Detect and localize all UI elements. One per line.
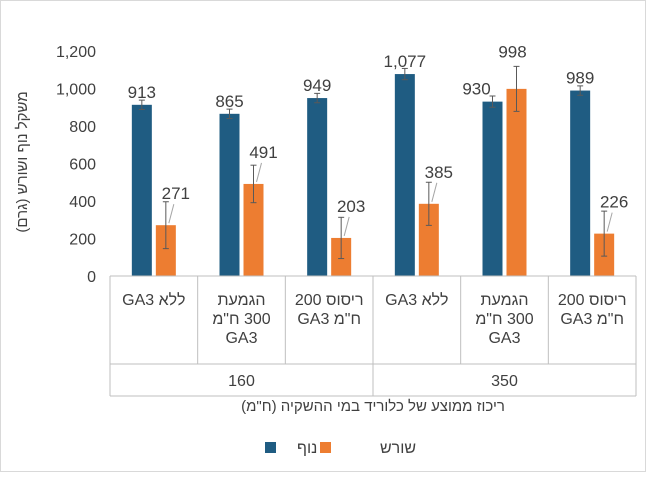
bar-root	[418, 203, 439, 276]
data-label: 930	[462, 80, 490, 99]
data-label: 271	[162, 184, 190, 203]
label-leader-line	[256, 162, 262, 183]
y-tick-label: 0	[87, 269, 96, 286]
bar-shoot	[307, 98, 328, 276]
bar-shoot	[570, 90, 591, 276]
bar-root	[506, 88, 527, 276]
data-label: 998	[498, 42, 526, 61]
legend-label: שורש	[380, 440, 416, 457]
legend-label: נוף	[297, 440, 317, 457]
bar-root	[155, 225, 176, 276]
bar-shoot	[394, 74, 415, 276]
x-group-label: 160	[228, 373, 255, 390]
x-category-label: 300 ח"מ	[475, 311, 533, 328]
x-category-label: GA3	[225, 330, 257, 347]
x-category-label: ריסוס 200	[295, 292, 364, 309]
label-leader-line	[343, 216, 350, 237]
y-tick-label: 400	[69, 194, 96, 211]
data-label: 385	[425, 163, 453, 182]
y-tick-label: 200	[69, 232, 96, 249]
bar-shoot	[482, 101, 503, 276]
x-category-label: הגמעת	[480, 292, 528, 309]
bar-shoot	[219, 113, 240, 276]
label-leader-line	[606, 212, 613, 232]
x-category-label: ללא GA3	[385, 291, 448, 309]
y-axis-title: משקל נוף ושורש (גרם)	[14, 91, 31, 232]
y-tick-label: 1,200	[56, 44, 96, 61]
x-category-label: GA3	[488, 330, 520, 347]
y-tick-label: 800	[69, 119, 96, 136]
x-category-label: ריסוס 200	[558, 292, 627, 309]
x-category-label: הגמעת	[217, 292, 265, 309]
bar-root	[243, 183, 264, 276]
data-label: 491	[249, 143, 277, 162]
legend: נוף שורש	[265, 440, 416, 457]
y-tick-label: 600	[69, 157, 96, 174]
y-tick-label: 1,000	[56, 82, 96, 99]
data-label: 226	[600, 193, 628, 212]
data-label: 865	[215, 92, 243, 111]
data-label: 1,077	[384, 52, 427, 71]
data-label: 989	[566, 69, 594, 88]
legend-swatch-root	[320, 442, 331, 453]
data-label: 949	[303, 76, 331, 95]
x-category-label: ח"מ GA3	[560, 311, 624, 328]
x-category-label: ח"מ GA3	[297, 311, 361, 328]
data-label: 203	[337, 197, 365, 216]
legend-swatch-shoot	[265, 442, 276, 453]
data-label: 913	[128, 83, 156, 102]
x-group-label: 350	[491, 373, 518, 390]
x-category-label: 300 ח"מ	[212, 311, 270, 328]
label-leader-line	[431, 182, 438, 202]
x-category-label: ללא GA3	[122, 291, 185, 309]
label-leader-line	[168, 204, 175, 224]
bar-shoot	[131, 104, 152, 276]
x-axis-title: ריכוז ממוצע של כלוריד במי ההשקיה (ח"מ)	[241, 398, 505, 415]
